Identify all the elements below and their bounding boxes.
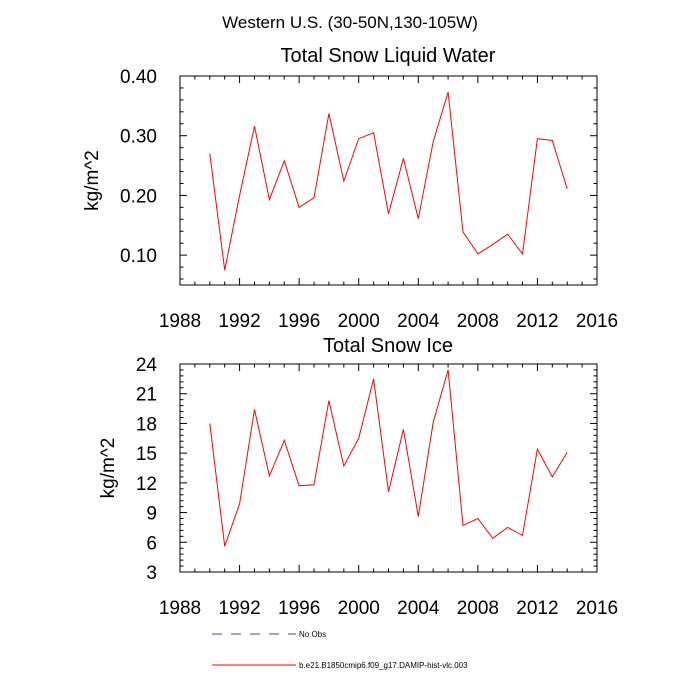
series-line bbox=[209, 91, 568, 271]
x-tick-label: 2004 bbox=[397, 598, 440, 619]
panel-snow-liquid-water: Total Snow Liquid Water 1988 1992 1996 2000… bbox=[82, 45, 618, 332]
legend-label: b.e21.B1850cmip6.f09_g17.DAMIP-hist-vlc.… bbox=[299, 661, 468, 670]
y-tick-label: 6 bbox=[146, 533, 157, 554]
x-tick-label: 2012 bbox=[516, 598, 558, 619]
y-tick-label: 15 bbox=[136, 444, 157, 465]
x-tick-label: 2000 bbox=[338, 311, 380, 332]
y-axis-label: kg/m^2 bbox=[98, 438, 119, 499]
y-tick-label: 21 bbox=[136, 385, 157, 406]
y-tick-label: 9 bbox=[146, 504, 157, 525]
x-tick-label: 1988 bbox=[159, 311, 201, 332]
x-tick-label: 1988 bbox=[159, 598, 201, 619]
x-tick-label: 2016 bbox=[576, 598, 618, 619]
y-tick-label: 18 bbox=[136, 414, 157, 435]
panel-title: Total Snow Ice bbox=[323, 335, 453, 357]
y-tick-label: 0.20 bbox=[120, 186, 157, 207]
figure-title: Western U.S. (30-50N,130-105W) bbox=[222, 13, 478, 32]
y-tick-label: 12 bbox=[136, 474, 157, 495]
x-tick-label: 2004 bbox=[397, 311, 440, 332]
panel-snow-ice: Total Snow Ice 1988 1992 1996 2000 2004 2008 2… bbox=[98, 335, 618, 619]
x-tick-label: 1992 bbox=[218, 598, 260, 619]
x-tick-label: 2016 bbox=[576, 311, 618, 332]
y-tick-label: 24 bbox=[136, 355, 158, 376]
x-tick-label: 1992 bbox=[218, 311, 260, 332]
x-tick-label: 2008 bbox=[457, 598, 499, 619]
y-tick-label: 0.40 bbox=[120, 67, 157, 88]
y-axis-label: kg/m^2 bbox=[82, 150, 103, 211]
panel-title: Total Snow Liquid Water bbox=[281, 45, 496, 67]
x-tick-label: 1996 bbox=[278, 311, 320, 332]
x-tick-label: 2008 bbox=[457, 311, 499, 332]
series-line bbox=[209, 369, 568, 547]
x-tick-label: 1996 bbox=[278, 598, 320, 619]
y-tick-label: 0.10 bbox=[120, 246, 157, 267]
y-tick-label: 0.30 bbox=[120, 127, 157, 148]
x-tick-label: 2012 bbox=[516, 311, 558, 332]
x-tick-label: 2000 bbox=[338, 598, 380, 619]
legend: No Obs b.e21.B1850cmip6.f09_g17.DAMIP-hi… bbox=[212, 630, 468, 670]
legend-label: No Obs bbox=[299, 630, 326, 639]
y-tick-label: 3 bbox=[146, 563, 157, 584]
